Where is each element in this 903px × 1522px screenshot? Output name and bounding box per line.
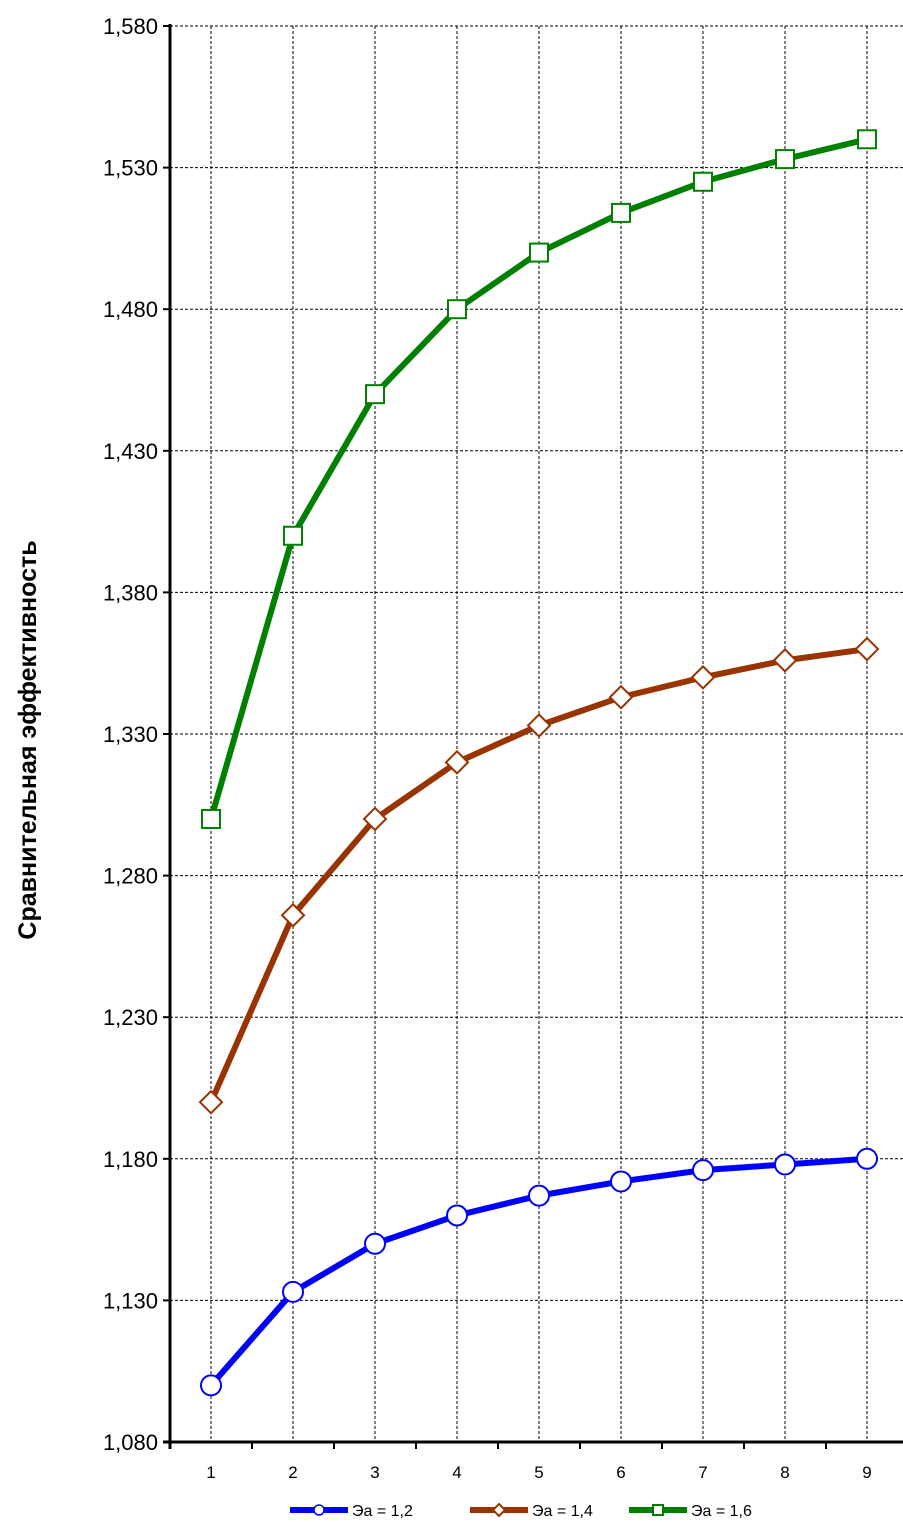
data-point bbox=[362, 806, 388, 832]
y-tick-label: 1,080 bbox=[103, 1430, 158, 1455]
axes bbox=[163, 24, 903, 1449]
y-tick-label: 1,230 bbox=[103, 1005, 158, 1030]
y-tick-label: 1,530 bbox=[103, 156, 158, 181]
x-tick-label: 3 bbox=[370, 1463, 379, 1482]
legend-entry: Эа = 1,6 bbox=[629, 1503, 752, 1520]
legend-entry: Эа = 1,2 bbox=[290, 1503, 413, 1520]
data-point bbox=[282, 1280, 304, 1303]
x-tick-label: 4 bbox=[452, 1463, 461, 1482]
y-tick-label: 1,380 bbox=[103, 580, 158, 605]
legend-marker bbox=[313, 1504, 325, 1516]
x-tick-label: 6 bbox=[616, 1463, 625, 1482]
data-point bbox=[365, 384, 385, 405]
x-tick-label: 2 bbox=[288, 1463, 297, 1482]
x-tick-label: 7 bbox=[698, 1463, 707, 1482]
legend: Эа = 1,2 Эа = 1,4 Эа = 1,6 bbox=[290, 1502, 752, 1520]
data-point bbox=[690, 664, 716, 690]
data-point bbox=[692, 1159, 714, 1182]
data-point bbox=[854, 636, 880, 662]
x-tick-label: 1 bbox=[206, 1463, 215, 1482]
data-point bbox=[280, 902, 306, 928]
data-point bbox=[774, 1153, 796, 1176]
legend-entry: Эа = 1,4 bbox=[470, 1502, 593, 1520]
data-point bbox=[283, 525, 303, 546]
x-tick-label: 5 bbox=[534, 1463, 543, 1482]
y-tick-label: 1,330 bbox=[103, 722, 158, 747]
legend-marker bbox=[491, 1502, 507, 1518]
data-series bbox=[198, 129, 880, 1397]
x-tick-label: 8 bbox=[780, 1463, 789, 1482]
data-point bbox=[772, 647, 798, 673]
data-point bbox=[201, 808, 221, 829]
y-tick-label: 1,480 bbox=[103, 297, 158, 322]
data-point bbox=[856, 1147, 878, 1170]
data-point bbox=[528, 1184, 550, 1207]
data-point bbox=[444, 749, 470, 775]
data-point bbox=[693, 171, 713, 192]
data-point bbox=[198, 1089, 224, 1115]
y-axis-label: Сравнительная эффективность bbox=[14, 540, 42, 939]
data-point bbox=[608, 684, 634, 710]
legend-label: Эа = 1,6 bbox=[691, 1503, 752, 1520]
data-point bbox=[526, 713, 552, 738]
data-point bbox=[775, 149, 795, 170]
data-point bbox=[529, 242, 549, 263]
y-tick-label: 1,130 bbox=[103, 1288, 158, 1313]
data-point bbox=[364, 1232, 386, 1255]
y-tick-label: 1,580 bbox=[103, 14, 158, 39]
y-tick-label: 1,430 bbox=[103, 439, 158, 464]
series-1 bbox=[200, 1147, 878, 1397]
x-axis-ticks: 1 2 3 4 5 6 7 8 9 bbox=[169, 1442, 872, 1482]
y-axis-ticks: 1,080 1,130 1,180 1,230 1,280 1,330 1,380 1,430… bbox=[103, 14, 170, 1455]
y-tick-label: 1,280 bbox=[103, 864, 158, 889]
data-point bbox=[200, 1374, 222, 1397]
data-point bbox=[446, 1204, 468, 1227]
x-tick-label: 9 bbox=[862, 1463, 871, 1482]
series-3 bbox=[201, 129, 877, 829]
legend-label: Эа = 1,4 bbox=[532, 1503, 593, 1520]
data-point bbox=[447, 299, 467, 320]
series-2 bbox=[198, 636, 880, 1115]
data-point bbox=[611, 202, 631, 223]
data-point bbox=[610, 1170, 632, 1193]
data-point bbox=[857, 129, 877, 150]
legend-label: Эа = 1,2 bbox=[352, 1503, 413, 1520]
legend-marker bbox=[652, 1504, 664, 1516]
y-tick-label: 1,180 bbox=[103, 1147, 158, 1172]
